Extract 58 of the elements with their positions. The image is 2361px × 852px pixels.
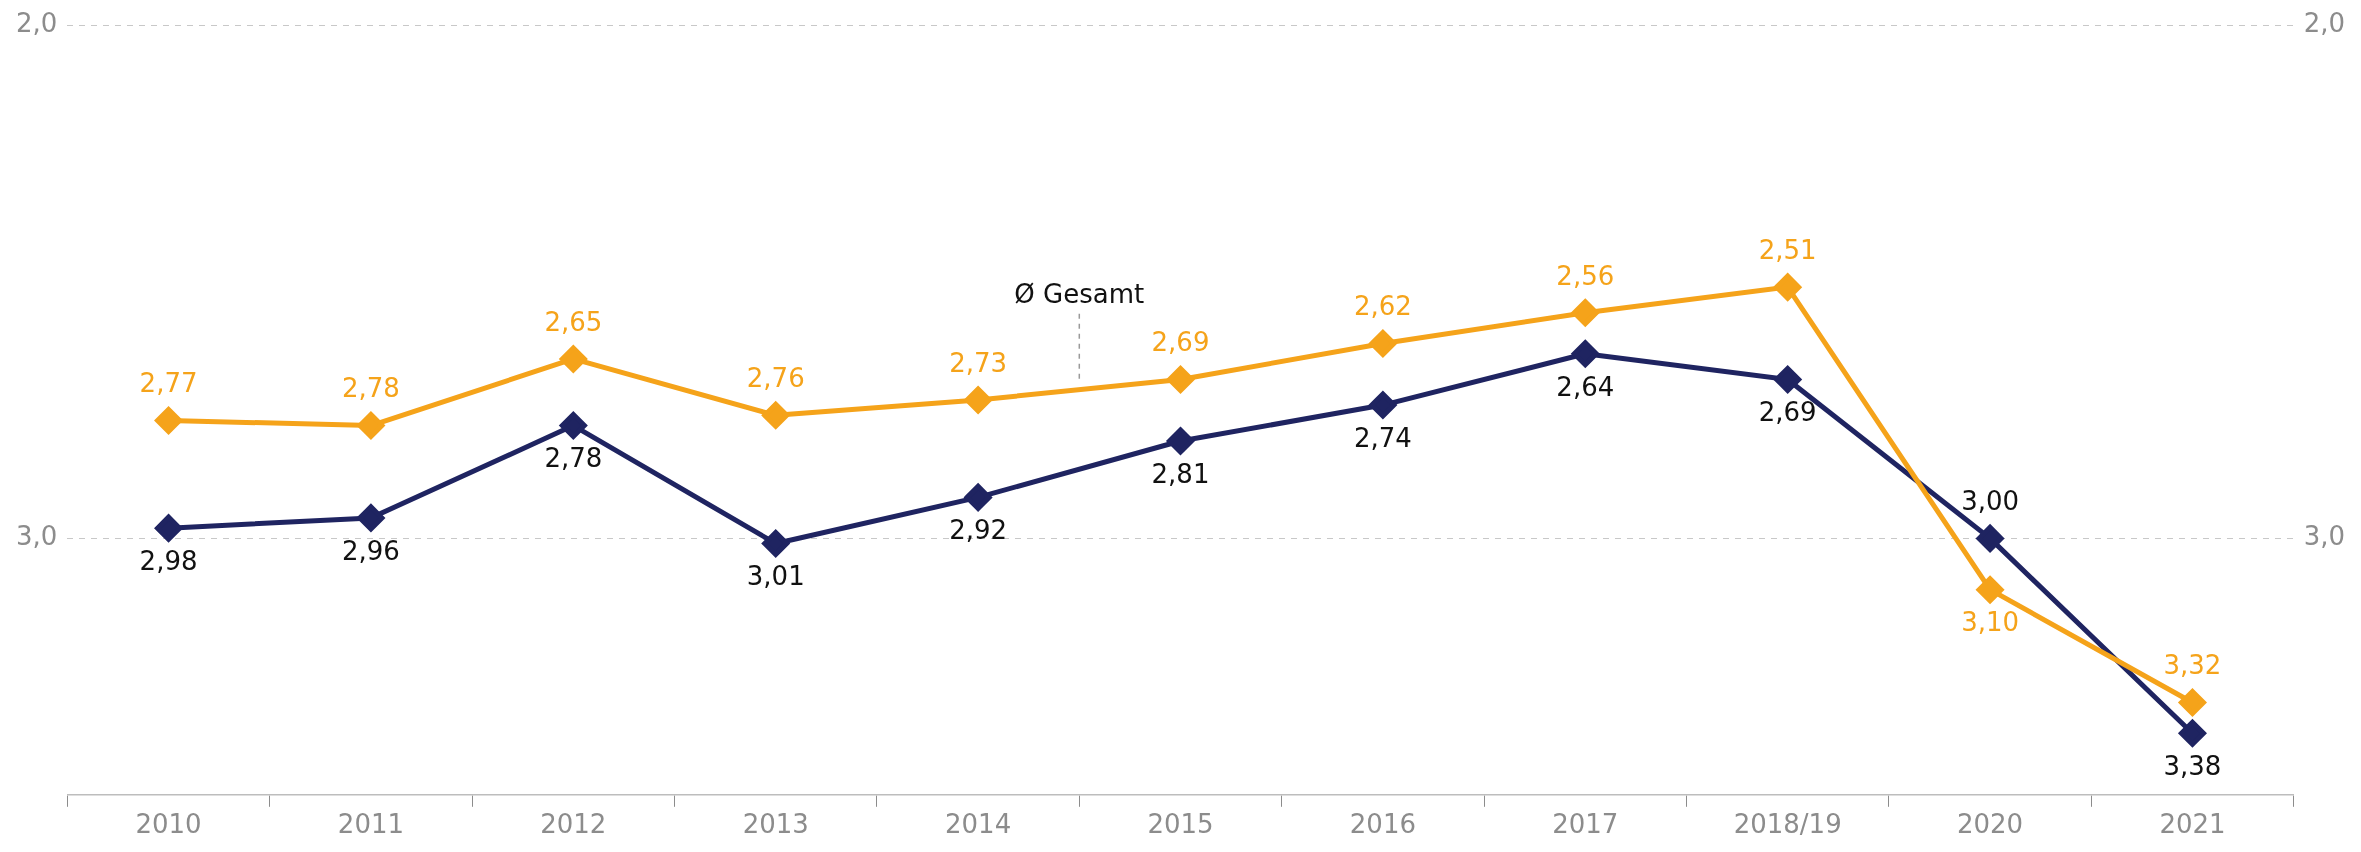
point [2178,719,2206,747]
point [1774,365,1802,393]
point [762,530,790,558]
data-label: 3,00 [1961,486,2020,517]
point [357,504,385,532]
point [155,514,183,542]
point [1571,340,1599,368]
data-label: 2,96 [341,535,400,566]
data-label: 2,92 [949,515,1008,546]
x-tick-label: 2011 [337,809,405,840]
x-tick-label: 2021 [2159,809,2226,840]
data-label: 2,74 [1353,422,1412,453]
x-tick-label: 2016 [1349,809,1416,840]
point [357,412,385,440]
data-label: 3,38 [2163,751,2222,782]
point [1167,365,1194,393]
data-label: 2,64 [1556,371,1615,402]
data-label: 2,62 [1353,291,1412,322]
x-tick-label: 2012 [540,809,607,840]
data-label: 2,76 [746,363,805,394]
data-label: 3,10 [1961,607,2020,638]
point [1369,391,1397,419]
text: Ø Gesamt [1014,279,1145,310]
point [762,401,790,429]
x-tick-label: 2018/19 [1733,809,1842,840]
point [964,483,992,511]
data-label: 2,98 [139,545,198,576]
data-label: 2,51 [1758,234,1817,265]
point [964,386,992,414]
point [1976,576,2004,604]
y2-tick-label: 2,0 [2303,8,2346,39]
data-label: 2,69 [1151,327,1210,358]
point [155,406,183,434]
x-tick-label: 2013 [742,809,809,840]
point [1167,427,1194,455]
data-label: 3,01 [746,561,805,592]
data-label: 2,73 [949,347,1008,378]
point [559,345,587,373]
x-tick-label: 2014 [945,809,1012,840]
x-tick-label: 2015 [1147,809,1214,840]
point [1369,330,1397,358]
point [2178,689,2206,716]
point [1976,524,2004,552]
data-label: 2,65 [544,306,603,337]
data-label: 2,78 [544,443,603,474]
point [1571,299,1599,327]
x-tick-label: 2020 [1956,809,2024,840]
point [559,412,587,440]
x-tick-label: 2017 [1552,809,1619,840]
data-label: 2,78 [341,373,400,404]
x-tick-label: 2010 [135,809,202,840]
y2-tick-label: 3,0 [2303,521,2346,552]
data-label: 2,56 [1556,260,1615,291]
data-label: 2,77 [139,368,198,399]
data-label: 2,81 [1151,458,1210,489]
point [1774,273,1802,301]
data-label: 2,69 [1758,397,1817,428]
data-label: 3,32 [2163,650,2222,681]
